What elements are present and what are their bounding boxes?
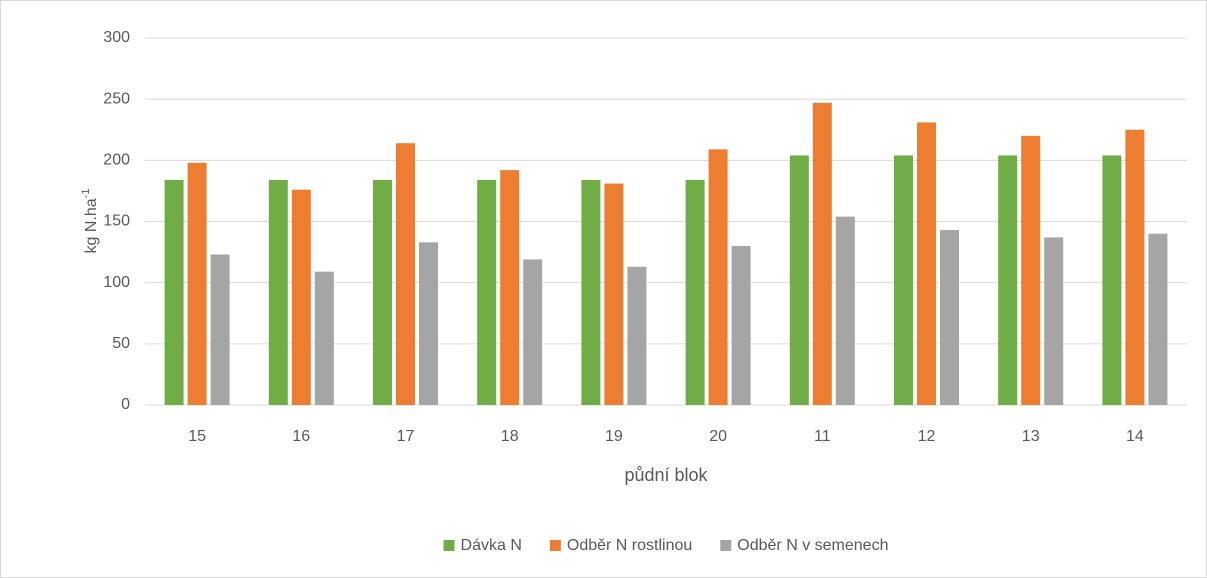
x-tick-label: 19 <box>605 428 623 445</box>
y-tick-label: 200 <box>103 152 130 169</box>
bar <box>1044 237 1064 405</box>
bar <box>998 155 1018 405</box>
bar <box>1102 155 1122 405</box>
bar <box>627 266 647 405</box>
x-tick-label: 17 <box>397 428 415 445</box>
x-tick-label: 14 <box>1126 428 1144 445</box>
bar <box>731 245 751 405</box>
bar <box>835 216 855 405</box>
y-axis-label: kg N.ha-1 <box>80 189 100 254</box>
y-tick-label: 250 <box>103 90 130 107</box>
y-tick-label: 150 <box>103 213 130 230</box>
bar <box>523 259 543 405</box>
bar <box>812 102 832 405</box>
bar <box>268 179 288 405</box>
bar <box>210 254 230 405</box>
x-tick-label: 11 <box>814 428 831 445</box>
bar <box>917 122 936 405</box>
legend-swatch <box>443 540 455 551</box>
bar <box>604 183 624 405</box>
bar <box>419 242 438 405</box>
bar <box>314 271 334 405</box>
x-axis-label: půdní blok <box>624 465 708 485</box>
x-tick-label: 16 <box>292 428 310 445</box>
bar <box>940 230 959 405</box>
y-tick-label: 300 <box>103 29 130 46</box>
bar <box>291 189 311 405</box>
x-tick-label: 18 <box>501 428 519 445</box>
bar <box>685 179 705 405</box>
x-tick-label: 15 <box>188 428 206 445</box>
bar <box>500 170 520 405</box>
bar <box>1125 129 1145 405</box>
bar <box>708 149 728 405</box>
legend-swatch <box>720 540 732 551</box>
bar <box>894 155 913 405</box>
bar <box>1148 233 1168 405</box>
bar <box>187 162 207 405</box>
bar <box>164 179 184 405</box>
y-axis-label-sup: -1 <box>80 189 92 199</box>
y-tick-label: 50 <box>112 335 130 352</box>
bar <box>477 179 497 405</box>
bar <box>396 143 415 405</box>
bar <box>789 155 809 405</box>
legend-label: Dávka N <box>461 537 522 554</box>
x-tick-label: 12 <box>918 428 936 445</box>
y-tick-label: 100 <box>103 274 130 291</box>
x-tick-label: 13 <box>1022 428 1040 445</box>
legend-label: Odběr N rostlinou <box>567 537 692 554</box>
x-tick-label: 20 <box>709 428 727 445</box>
bar <box>373 179 392 405</box>
legend-swatch <box>549 540 561 551</box>
y-axis-label-main: kg N.ha <box>83 198 100 253</box>
bar <box>1021 135 1041 405</box>
bar <box>581 179 601 405</box>
y-tick-label: 0 <box>121 396 130 413</box>
legend-label: Odběr N v semenech <box>737 537 888 554</box>
